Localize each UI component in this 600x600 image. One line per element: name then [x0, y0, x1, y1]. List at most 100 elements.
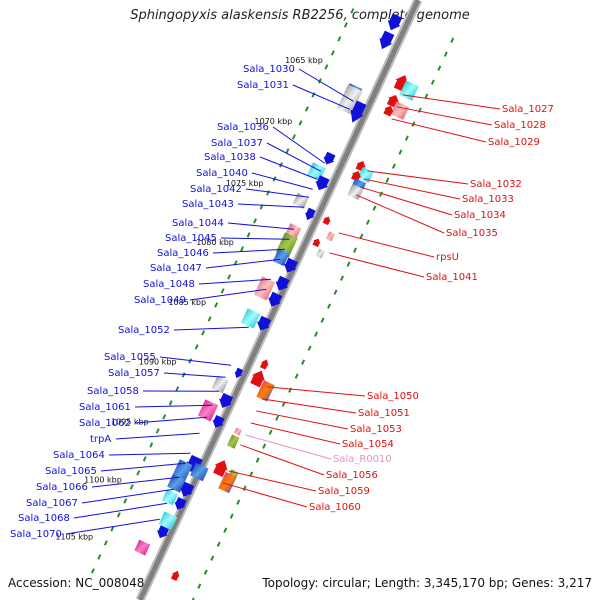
scale-tick: [194, 344, 199, 350]
forward-gene-block: [190, 462, 209, 482]
forward-leader-line: [220, 237, 290, 240]
scale-tick: [301, 359, 306, 365]
scale-tick: [216, 541, 221, 547]
scale-tick: [340, 275, 344, 281]
scale-tick: [197, 583, 202, 589]
scale-tick: [214, 302, 219, 308]
scale-tick: [103, 540, 108, 546]
reverse-leader-line: [256, 410, 349, 430]
forward-gene-label: Sala_1043: [182, 199, 234, 210]
scale-tick: [240, 246, 245, 252]
forward-gene-arrow: [315, 175, 330, 191]
reverse-gene-label: Sala_1056: [326, 470, 378, 481]
forward-leader-line: [272, 126, 326, 164]
forward-leader-line: [173, 326, 249, 331]
reverse-gene-block: [227, 434, 240, 449]
forward-gene-arrow: [180, 481, 195, 497]
scale-tick: [372, 205, 377, 211]
forward-leader-line: [189, 288, 267, 301]
forward-leader-line: [108, 452, 191, 456]
scale-tick: [123, 498, 128, 504]
scale-tick: [246, 232, 251, 238]
scale-tick: [207, 316, 212, 322]
scale-tick: [116, 512, 121, 518]
scale-tick: [307, 345, 312, 351]
scale-tick: [129, 484, 134, 490]
scale-tick: [424, 93, 429, 99]
scale-tick: [268, 429, 273, 435]
scale-tick: [391, 163, 396, 169]
reverse-gene-block: [399, 80, 419, 101]
forward-gene-label: Sala_1044: [172, 218, 224, 229]
forward-leader-line: [91, 476, 180, 488]
scale-tick: [275, 415, 280, 421]
scale-tick: [333, 289, 338, 295]
forward-leader-line: [251, 172, 313, 190]
reverse-gene-label: Sala_1050: [367, 391, 419, 402]
scale-tick: [324, 64, 329, 70]
reverse-gene-arrow: [322, 216, 331, 226]
reverse-gene-label: rpsU: [436, 252, 459, 263]
reverse-gene-label: Sala_1053: [350, 424, 402, 435]
forward-gene-arrow: [379, 30, 395, 50]
forward-gene-block: [240, 308, 261, 329]
forward-gene-block: [161, 489, 178, 506]
reverse-gene-label: Sala_1029: [488, 137, 540, 148]
reverse-gene-block: [315, 248, 325, 259]
forward-gene-label: Sala_1030: [243, 64, 295, 75]
forward-leader-line: [259, 156, 318, 180]
reverse-leader-line: [329, 252, 425, 278]
scale-tick: [443, 51, 448, 57]
forward-gene-arrow: [323, 151, 336, 165]
scale-tick: [223, 527, 228, 533]
reverse-gene-label: Sala_1041: [426, 272, 478, 283]
forward-gene-arrow: [174, 496, 187, 510]
scale-tick: [398, 149, 403, 155]
scale-tick: [110, 526, 115, 532]
scale-tick: [404, 135, 409, 141]
kbp-mark: 1075 kbp: [226, 179, 264, 188]
reverse-leader-line: [356, 194, 445, 234]
scale-tick: [236, 499, 241, 505]
forward-gene-block: [272, 248, 290, 267]
forward-leader-line: [100, 462, 186, 472]
scale-tick: [242, 485, 247, 491]
reverse-gene-label: Sala_1032: [470, 179, 522, 190]
reverse-gene-label: Sala_1054: [342, 439, 394, 450]
scale-tick: [155, 428, 160, 434]
forward-gene-label: Sala_1068: [18, 513, 70, 524]
reverse-leader-line: [363, 178, 461, 200]
forward-gene-label: trpA: [90, 434, 111, 445]
forward-gene-label: Sala_1057: [108, 368, 160, 379]
reverse-gene-block: [390, 101, 410, 120]
forward-leader-line: [227, 222, 295, 230]
scale-tick: [292, 134, 296, 140]
kbp-mark: 1070 kbp: [255, 117, 293, 126]
forward-gene-label: Sala_1047: [150, 263, 202, 274]
kbp-mark: 1095 kbp: [111, 417, 149, 426]
forward-gene-arrow: [256, 315, 272, 331]
forward-gene-arrow: [275, 275, 290, 291]
forward-gene-label: Sala_1046: [157, 248, 209, 259]
forward-gene-arrow: [234, 367, 244, 379]
forward-leader-line: [115, 432, 200, 440]
forward-gene-label: Sala_1045: [165, 233, 217, 244]
reverse-leader-line: [397, 106, 493, 126]
scale-tick: [430, 79, 435, 85]
kbp-mark: 1090 kbp: [139, 357, 177, 366]
reverse-leader-line: [245, 434, 332, 460]
reverse-gene-arrow: [312, 238, 321, 248]
scale-tick: [97, 554, 102, 560]
kbp-mark: 1080 kbp: [196, 238, 234, 247]
forward-leader-line: [292, 84, 350, 110]
forward-gene-label: Sala_1070: [10, 529, 62, 540]
reverse-leader-line: [391, 118, 487, 143]
forward-leader-line: [81, 488, 174, 504]
forward-gene-block: [134, 539, 151, 556]
kbp-mark: 1065 kbp: [285, 56, 323, 65]
scale-tick: [330, 50, 335, 56]
scale-tick: [320, 317, 325, 323]
reverse-gene-label: Sala_1051: [358, 408, 410, 419]
reverse-gene-label: Sala_1060: [309, 502, 361, 513]
scale-tick: [285, 148, 290, 154]
